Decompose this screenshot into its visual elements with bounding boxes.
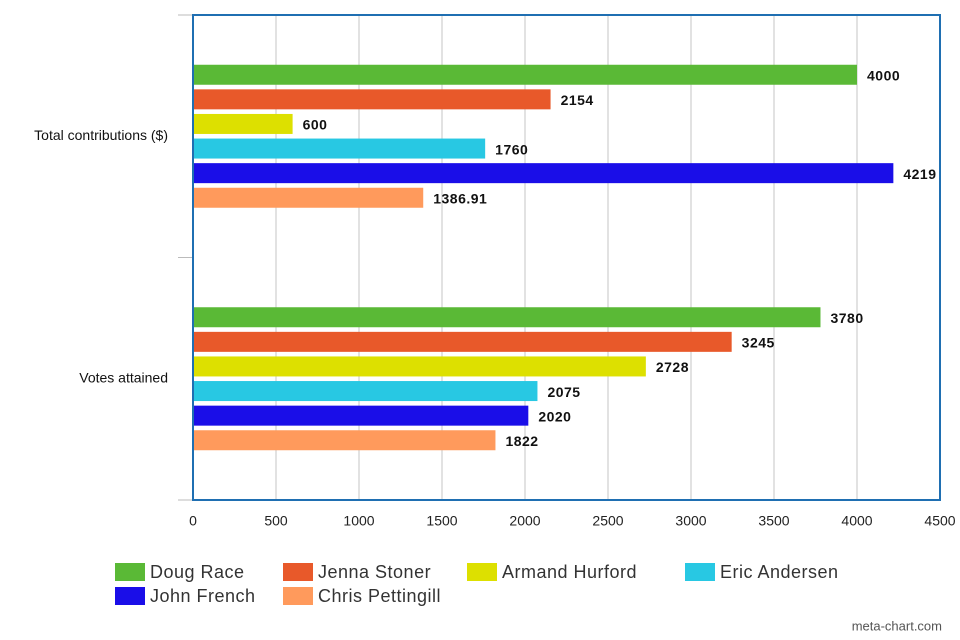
x-tick-label: 500	[264, 513, 288, 529]
legend-label: John French	[150, 586, 256, 606]
bar	[193, 89, 551, 110]
value-label: 2154	[561, 92, 594, 108]
bar	[193, 138, 486, 159]
x-tick-label: 2000	[509, 513, 540, 529]
legend-label: Armand Hurford	[502, 562, 637, 582]
legend-swatch	[467, 563, 497, 581]
value-label: 3245	[742, 335, 775, 351]
value-label: 3780	[830, 310, 863, 326]
x-tick-label: 1500	[426, 513, 457, 529]
bar	[193, 113, 293, 134]
legend-label: Eric Andersen	[720, 562, 839, 582]
value-label: 2728	[656, 359, 689, 375]
x-tick-label: 3000	[675, 513, 706, 529]
x-tick-label: 3500	[758, 513, 789, 529]
value-label: 4000	[867, 67, 900, 83]
legend-swatch	[685, 563, 715, 581]
bar	[193, 307, 821, 328]
legend-label: Jenna Stoner	[318, 562, 431, 582]
plot-frame	[192, 14, 941, 501]
legend-label: Doug Race	[150, 562, 245, 582]
x-tick-label: 1000	[343, 513, 374, 529]
category-label: Total contributions ($)	[34, 127, 168, 143]
x-tick-label: 2500	[592, 513, 623, 529]
bar	[193, 187, 424, 208]
legend-swatch	[283, 563, 313, 581]
legend-label: Chris Pettingill	[318, 586, 441, 606]
value-label: 600	[303, 117, 328, 133]
bar	[193, 163, 894, 184]
category-label: Votes attained	[79, 369, 168, 385]
bar	[193, 381, 538, 402]
value-label: 1386.91	[433, 190, 487, 206]
legend-swatch	[115, 587, 145, 605]
legend-swatch	[115, 563, 145, 581]
x-tick-label: 0	[189, 513, 197, 529]
value-label: 2075	[547, 384, 580, 400]
x-tick-label: 4500	[924, 513, 955, 529]
value-label: 1760	[495, 141, 528, 157]
bar	[193, 331, 732, 352]
bar	[193, 356, 646, 377]
bar	[193, 430, 496, 451]
legend-swatch	[283, 587, 313, 605]
value-label: 1822	[505, 433, 538, 449]
value-label: 4219	[903, 166, 936, 182]
bar	[193, 64, 857, 85]
bar	[193, 405, 529, 426]
value-label: 2020	[538, 408, 571, 424]
watermark: meta-chart.com	[852, 618, 942, 633]
x-tick-label: 4000	[841, 513, 872, 529]
